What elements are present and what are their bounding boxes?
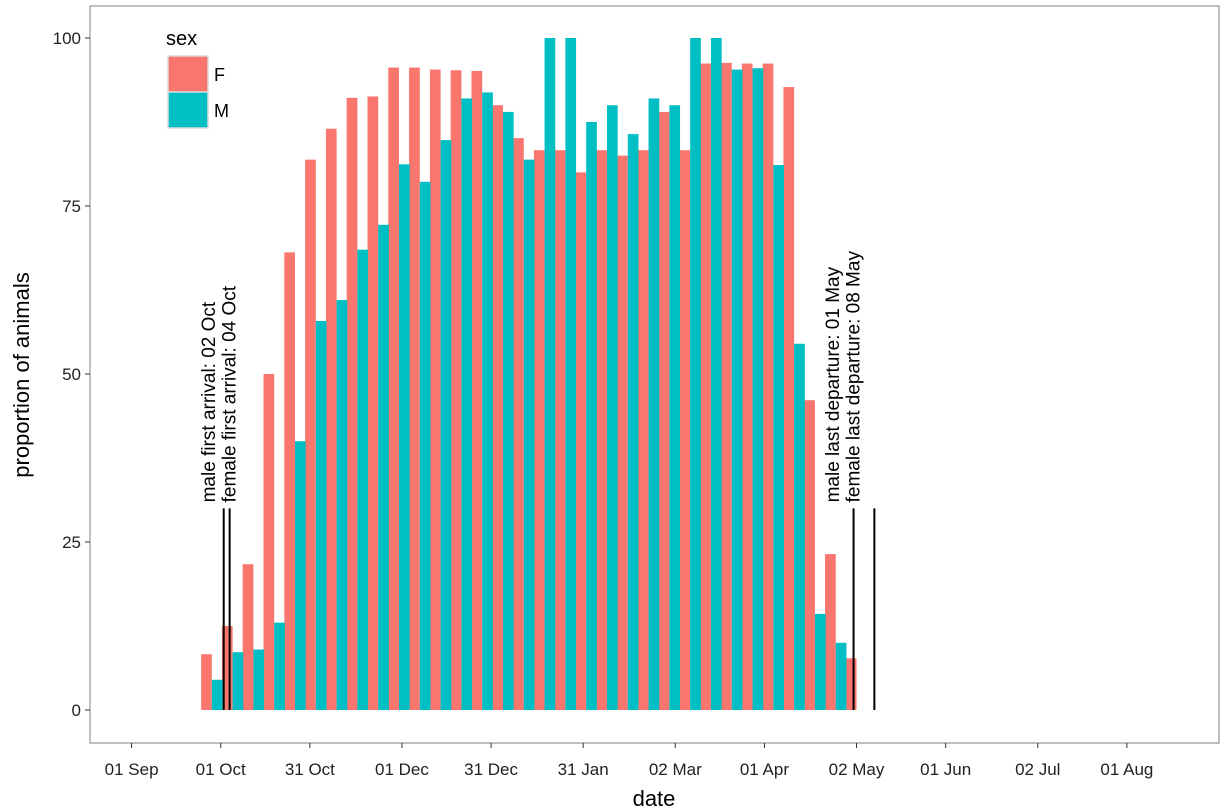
x-tick-label-2: 31 Oct (285, 760, 335, 779)
y-tick-label-3: 75 (62, 197, 81, 216)
bar-F-1 (221, 626, 233, 710)
bar-F-29 (804, 400, 815, 710)
bar-M-26 (752, 68, 764, 711)
bar-M-21 (648, 98, 660, 711)
bar-F-2 (242, 564, 254, 710)
bar-F-9 (388, 67, 399, 710)
bar-M-0 (211, 679, 223, 710)
x-tick-label-5: 31 Jan (558, 760, 609, 779)
bar-M-9 (398, 164, 410, 711)
bar-F-26 (741, 63, 753, 711)
annotation-label-0: male first arrival: 02 Oct (199, 301, 220, 502)
legend-key-M (167, 91, 209, 129)
bar-F-10 (409, 67, 420, 710)
bar-M-1 (232, 652, 244, 710)
bar-F-20 (617, 155, 628, 711)
bar-M-30 (835, 642, 847, 710)
bar-F-24 (700, 63, 711, 711)
annotation-label-3: female last departure: 08 May (844, 251, 865, 503)
bar-F-30 (825, 554, 836, 710)
bar-M-6 (336, 300, 348, 710)
x-tick-label-8: 02 May (829, 760, 885, 779)
bar-M-23 (690, 38, 701, 710)
bar-M-11 (440, 140, 452, 710)
bar-F-25 (721, 62, 732, 711)
bar-F-8 (367, 96, 379, 710)
x-axis-title: date (633, 786, 676, 811)
x-tick-label-6: 02 Mar (649, 760, 702, 779)
bar-M-12 (461, 98, 473, 711)
bar-F-18 (575, 172, 587, 710)
bar-M-3 (274, 622, 285, 710)
bar-M-17 (565, 38, 577, 710)
bar-M-2 (253, 649, 265, 710)
legend: sex FM (166, 28, 229, 129)
bar-M-5 (315, 320, 327, 710)
bar-M-7 (357, 249, 369, 710)
x-tick-label-9: 01 Jun (920, 760, 971, 779)
bar-F-31 (845, 658, 857, 710)
bar-F-19 (596, 150, 607, 711)
x-tick-label-7: 01 Apr (740, 760, 789, 779)
bar-M-10 (419, 181, 431, 710)
y-tick-label-2: 50 (62, 365, 81, 384)
bar-F-28 (783, 87, 795, 710)
bar-M-4 (295, 441, 306, 710)
x-tick-label-3: 01 Dec (375, 760, 429, 779)
bar-M-18 (586, 122, 597, 710)
bar-F-4 (284, 252, 296, 710)
x-tick-label-11: 01 Aug (1100, 760, 1153, 779)
legend-key-F (167, 55, 209, 93)
legend-label-M: M (214, 101, 229, 121)
annotations: male first arrival: 02 Oct female first a… (199, 251, 876, 710)
bar-M-16 (544, 38, 556, 710)
bar-M-24 (710, 38, 722, 710)
bar-F-11 (429, 69, 441, 710)
bar-M-27 (773, 165, 785, 710)
y-axis-title: proportion of animals (9, 272, 34, 477)
bar-F-27 (762, 63, 774, 711)
bar-M-13 (482, 92, 493, 711)
y-axis: 0 25 50 75 100 (53, 29, 90, 720)
bar-F-17 (554, 150, 566, 711)
x-tick-label-1: 01 Oct (196, 760, 246, 779)
bar-M-22 (669, 105, 681, 710)
bar-M-25 (731, 69, 743, 710)
bar-M-29 (814, 613, 826, 710)
bar-F-15 (513, 138, 524, 710)
bar-F-5 (305, 159, 316, 710)
legend-title: sex (166, 28, 197, 50)
bar-M-8 (378, 224, 389, 710)
bar-F-16 (533, 150, 545, 711)
annotation-label-2: male last departure: 01 May (823, 266, 844, 502)
bar-F-0 (201, 654, 212, 710)
bars (201, 38, 857, 711)
legend-label-F: F (214, 65, 225, 85)
bar-M-28 (794, 343, 805, 710)
bar-F-7 (346, 97, 358, 710)
bar-F-3 (263, 374, 275, 710)
bar-F-22 (658, 111, 670, 711)
bar-F-23 (679, 150, 691, 711)
x-tick-label-0: 01 Sep (105, 760, 159, 779)
bar-F-13 (471, 70, 483, 711)
annotation-label-1: female first arrival: 04 Oct (220, 285, 241, 502)
bar-F-12 (450, 70, 462, 710)
bar-M-19 (606, 105, 618, 710)
x-tick-label-4: 31 Dec (464, 760, 518, 779)
bar-F-14 (492, 105, 503, 710)
bar-M-20 (627, 134, 639, 711)
x-axis: 01 Sep 01 Oct 31 Oct 01 Dec 31 Dec 31 Jan 02 M… (105, 743, 1153, 779)
y-tick-label-4: 100 (53, 29, 81, 48)
bar-M-14 (502, 111, 514, 711)
x-tick-label-10: 02 Jul (1015, 760, 1060, 779)
bar-F-6 (325, 128, 337, 711)
bar-M-15 (523, 159, 535, 710)
y-tick-label-1: 25 (62, 533, 81, 552)
y-tick-label-0: 0 (72, 701, 81, 720)
bar-F-21 (637, 150, 649, 711)
